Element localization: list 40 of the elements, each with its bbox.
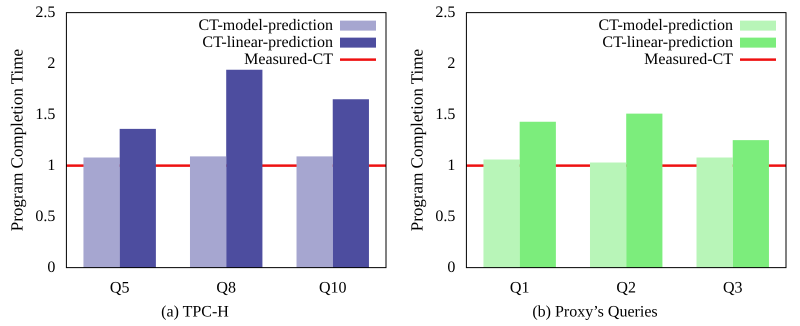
bar — [590, 162, 626, 268]
bar — [483, 159, 520, 268]
y-tick-label: 2.5 — [435, 4, 456, 21]
y-tick-label: 1 — [47, 156, 56, 174]
x-tick-label: Q3 — [722, 279, 743, 296]
y-axis-title: Program Completion Time — [8, 48, 27, 232]
y-tick-label: 0.5 — [35, 208, 56, 225]
legend-label: CT-linear-prediction — [202, 34, 333, 51]
bar — [696, 157, 733, 268]
y-tick-label: 2 — [447, 54, 456, 72]
legend-label: CT-model-prediction — [598, 16, 733, 34]
x-tick-label: Q1 — [510, 279, 530, 296]
y-tick-label: 1.5 — [35, 106, 56, 123]
text: (a) TPC-H — [161, 304, 230, 321]
x-tick-label: Q2 — [616, 279, 636, 296]
y-tick-label: 1.5 — [435, 106, 456, 123]
legend-label: Measured-CT — [644, 50, 734, 68]
y-tick-label: 0 — [47, 258, 56, 276]
y-tick-label: 1 — [447, 156, 456, 174]
bar — [296, 156, 333, 268]
x-tick-label: Q5 — [110, 279, 130, 296]
y-tick-label: 2 — [47, 54, 56, 72]
legend-label: CT-linear-prediction — [602, 34, 733, 51]
bar — [226, 70, 262, 268]
legend-label: Measured-CT — [244, 50, 334, 68]
y-tick-label: 0 — [447, 258, 456, 276]
bar — [626, 114, 662, 268]
x-tick-label: Q8 — [216, 279, 236, 296]
bar — [520, 122, 556, 268]
bar — [332, 99, 369, 268]
y-axis-title: Program Completion Time — [408, 48, 427, 232]
bar — [120, 128, 156, 268]
bar — [732, 140, 769, 268]
text: (b) Proxy’s Queries — [532, 304, 658, 321]
bar — [190, 156, 226, 268]
bar — [83, 157, 120, 268]
legend-label: CT-model-prediction — [198, 16, 333, 34]
y-tick-label: 0.5 — [435, 208, 456, 225]
y-tick-label: 2.5 — [35, 4, 56, 21]
x-tick-label: Q10 — [318, 279, 347, 296]
